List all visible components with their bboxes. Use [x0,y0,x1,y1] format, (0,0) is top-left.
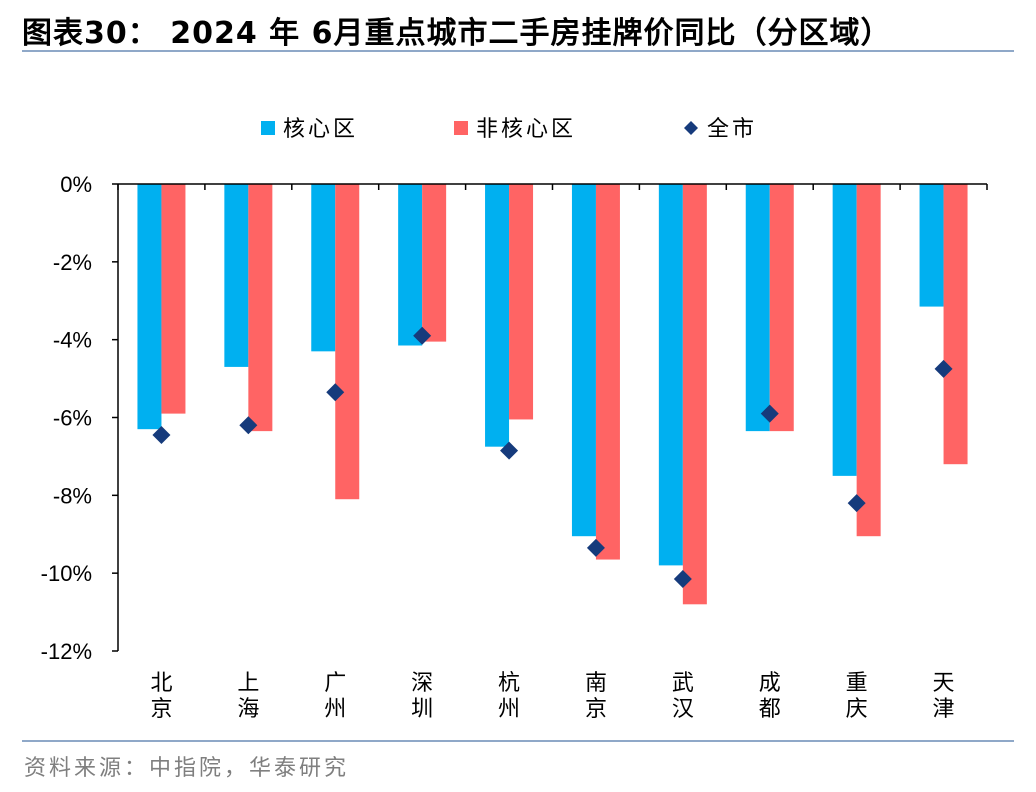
legend-swatch [261,121,275,135]
x-tick-label: 重庆 [846,671,868,722]
bar-core [571,184,596,537]
bar-noncore [682,184,707,605]
bar-core [398,184,423,346]
legend-swatch [684,121,698,135]
x-tick-label: 北京 [150,671,172,722]
x-tick-label: 成都 [759,671,781,722]
x-tick-label: 南京 [585,671,607,722]
bar-core [137,184,162,430]
title-rule [22,50,1014,52]
x-tick-label: 深圳 [411,671,433,722]
legend-swatch [454,121,468,135]
city-marker [239,416,258,435]
bar-core [919,184,944,307]
y-tick-label: -10% [41,561,92,586]
city-marker [673,570,692,589]
bar-core [224,184,249,367]
city-marker [847,494,866,513]
bar-core [311,184,336,352]
bar-core [658,184,683,566]
bar-core [485,184,510,447]
source-rule [22,740,1014,742]
chart-title: 图表30： 2024 年 6月重点城市二手房挂牌价同比（分区域） [22,16,892,51]
x-tick-label: 上海 [237,671,259,722]
bar-noncore [248,184,273,432]
city-marker [152,426,171,445]
x-tick-label: 广州 [324,671,346,722]
city-marker [586,538,605,557]
y-tick-label: -12% [41,639,92,664]
bar-noncore [335,184,360,500]
bar-core [832,184,857,476]
markers [152,326,953,589]
y-tick-label: -6% [53,406,92,431]
x-axis: 北京 上海 广州 深圳 杭州 南京 武汉 成都 重庆 天津 [117,183,988,722]
x-tick-label: 武汉 [672,671,694,722]
legend-label: 核心区 [283,117,358,142]
bars [137,184,968,605]
bar-noncore [595,184,620,560]
y-axis: 0% -2% -4% -6% -8% -10% -12% [41,172,119,664]
bar-noncore [769,184,794,432]
legend: 核心区 非核心区 全市 [261,117,757,142]
bar-noncore [943,184,968,465]
city-marker [760,404,779,423]
y-tick-label: -4% [53,328,92,353]
city-marker [934,359,953,378]
y-tick-label: -2% [53,250,92,275]
city-marker [326,383,345,402]
city-marker [500,441,519,460]
bar-noncore [856,184,881,537]
bar-noncore [161,184,186,414]
y-tick-label: 0% [60,172,92,197]
x-tick-label: 杭州 [498,671,520,722]
bar-noncore [509,184,534,420]
y-tick-label: -8% [53,483,92,508]
legend-label: 全市 [707,117,757,142]
bar-noncore [422,184,447,342]
x-tick-label: 天津 [933,671,955,722]
source-note: 资料来源：中指院，华泰研究 [24,756,350,781]
bar-core [745,184,770,432]
city-marker [413,326,432,345]
legend-label: 非核心区 [476,117,576,142]
